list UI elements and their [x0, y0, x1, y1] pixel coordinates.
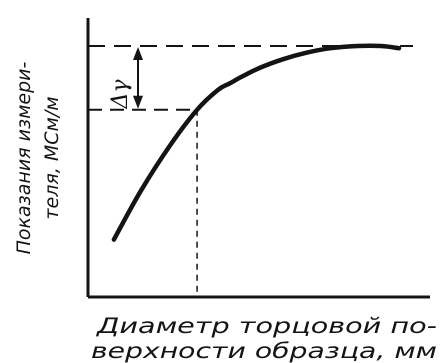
axes: [86, 18, 430, 299]
guide-lines: [88, 45, 414, 297]
x-axis-label-line-1: Диаметр торцовой по-: [96, 314, 437, 338]
series: [111, 43, 402, 242]
series-line: [111, 43, 402, 242]
delta-arrow-down: [133, 95, 143, 109]
delta-annotation: [133, 47, 143, 109]
y-axis-label-line-1: Показания измери-: [13, 61, 35, 254]
x-axis-label-line-2: верхности образца, мм: [91, 339, 437, 363]
y-axis-label-line-2: теля, МСм/м: [41, 96, 63, 219]
delta-arrow-up: [133, 47, 143, 60]
delta-label: Δγ: [108, 79, 133, 110]
